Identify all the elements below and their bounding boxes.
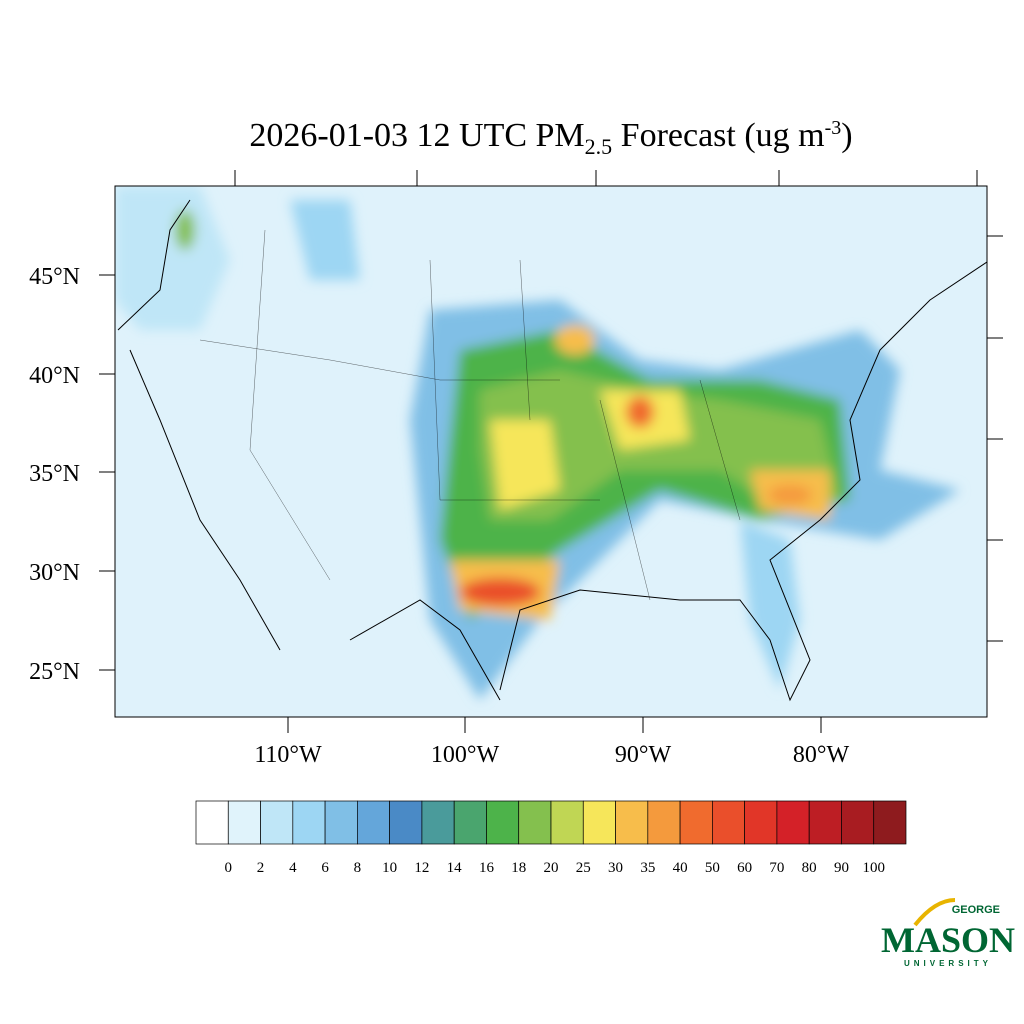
colorbar-label: 100 (862, 860, 885, 876)
colorbar-box (518, 800, 552, 845)
map-field (115, 186, 987, 717)
colorbar-label: 8 (354, 860, 362, 876)
frame-ticks (99, 170, 1003, 733)
colorbar-box (776, 800, 810, 845)
title-main: 2026-01-03 12 UTC PM (249, 117, 584, 154)
colorbar-box (744, 800, 778, 845)
colorbar-label: 18 (511, 860, 526, 876)
colorbar-label: 2 (257, 860, 265, 876)
colorbar-label: 60 (737, 860, 752, 876)
colorbar-box (227, 800, 261, 845)
colorbar-box (647, 800, 681, 845)
colorbar-label: 10 (382, 860, 397, 876)
colorbar-box (389, 800, 423, 845)
title-sup: -3 (825, 117, 842, 139)
colorbar-label: 6 (321, 860, 329, 876)
colorbar-box (324, 800, 358, 845)
colorbar-label: 80 (802, 860, 817, 876)
colorbar-label: 30 (608, 860, 623, 876)
logo-bottom: UNIVERSITY (904, 959, 992, 968)
colorbar-label: 0 (225, 860, 233, 876)
title-end: ) (841, 117, 852, 154)
colorbar-box (357, 800, 390, 845)
colorbar-box (679, 800, 713, 845)
colorbar-label: 4 (289, 860, 297, 876)
colorbar-box (873, 800, 907, 845)
colorbar-label: 90 (834, 860, 849, 876)
colorbar-label: 25 (576, 860, 591, 876)
colorbar-box (195, 800, 229, 845)
colorbar-box (841, 800, 875, 845)
colorbar-box (453, 800, 487, 845)
colorbar-box (292, 800, 326, 845)
lon-label: 90°W (615, 742, 672, 768)
lon-label: 110°W (254, 742, 322, 768)
colorbar-box (421, 800, 455, 845)
lat-label: 30°N (29, 560, 80, 586)
colorbar-label: 40 (673, 860, 688, 876)
colorbar-label: 12 (414, 860, 429, 876)
logo-main: MASON (881, 920, 1015, 960)
lon-label: 80°W (793, 742, 850, 768)
lat-label: 25°N (29, 659, 80, 685)
colorbar-label: 70 (769, 860, 784, 876)
lat-label: 35°N (29, 461, 80, 487)
lon-label: 100°W (431, 742, 500, 768)
colorbar: 0 2 4 6 8 10 12 14 16 18 20 25 30 35 40 50 60 70 80 90 100 (195, 800, 907, 876)
colorbar-box (615, 800, 649, 845)
title-rest: Forecast (ug m (612, 117, 824, 154)
colorbar-label: 50 (705, 860, 720, 876)
colorbar-box (486, 800, 520, 845)
map-frame (114, 185, 988, 718)
colorbar-label: 14 (447, 860, 463, 876)
colorbar-label: 35 (640, 860, 655, 876)
colorbar-box (260, 800, 294, 845)
lat-label: 40°N (29, 363, 80, 389)
colorbar-label: 20 (544, 860, 559, 876)
lat-label: 45°N (29, 264, 80, 290)
colorbar-box (712, 800, 745, 845)
logo-swoosh (913, 898, 956, 927)
title-sub: 2.5 (585, 134, 613, 159)
colorbar-box (808, 800, 842, 845)
logo-top: GEORGE (952, 904, 1000, 916)
title: 2026-01-03 12 UTC PM2.5 Forecast (ug m-3… (249, 117, 852, 159)
colorbar-label: 16 (479, 860, 495, 876)
colorbar-box (550, 800, 584, 845)
colorbar-box (582, 800, 616, 845)
